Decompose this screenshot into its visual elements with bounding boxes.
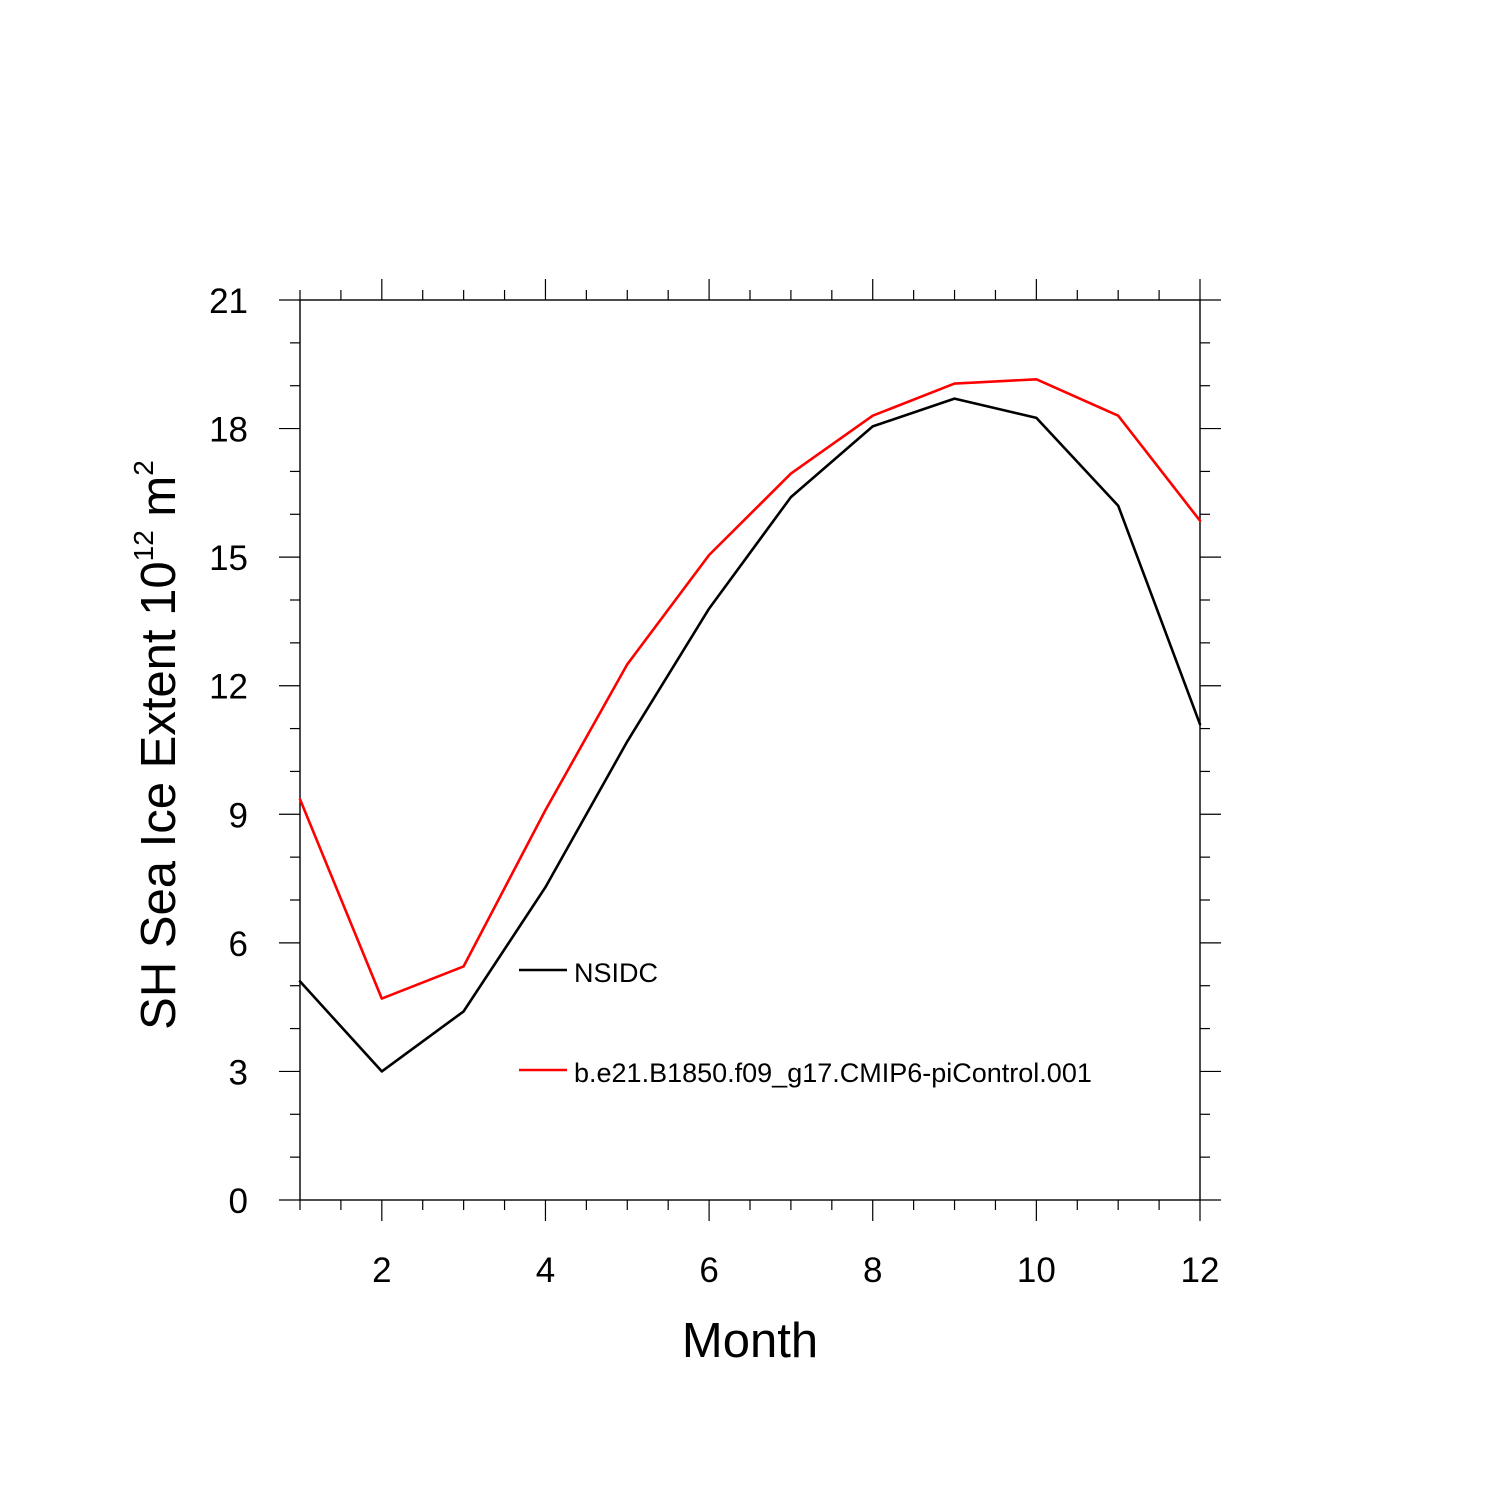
legend-label-1: NSIDC xyxy=(574,958,658,988)
x-tick-label: 10 xyxy=(1017,1251,1056,1290)
series-line-1 xyxy=(298,397,1202,1073)
series-line-2 xyxy=(298,377,1202,1000)
y-tick-label: 15 xyxy=(209,539,248,578)
y-tick-label: 6 xyxy=(229,925,248,964)
y-tick-label: 12 xyxy=(209,668,248,707)
y-tick-label: 3 xyxy=(229,1053,248,1092)
x-tick-label: 6 xyxy=(699,1251,718,1290)
y-tick-label: 21 xyxy=(209,282,248,321)
axes-layer: 2 4 6 8 10 12 0 3 6 9 12 15 18 21 xyxy=(209,279,1221,1290)
y-tick-label: 0 xyxy=(229,1182,248,1221)
y-axis-label-superscript-2: 2 xyxy=(128,460,159,476)
x-axis-label: Month xyxy=(682,1314,818,1368)
legend: NSIDC b.e21.B1850.f09_g17.CMIP6-piControl… xyxy=(519,958,1092,1088)
legend-label-2: b.e21.B1850.f09_g17.CMIP6-piControl.001 xyxy=(574,1058,1092,1088)
series-layer xyxy=(298,377,1202,1073)
x-tick-label: 2 xyxy=(372,1251,391,1290)
y-axis-label-mid: m xyxy=(132,476,186,530)
y-tick-label: 18 xyxy=(209,411,248,450)
y-axis-label-superscript-1: 12 xyxy=(128,530,159,561)
x-tick-label: 8 xyxy=(863,1251,882,1290)
y-tick-label: 9 xyxy=(229,796,248,835)
y-axis-label: SH Sea Ice Extent 1012 m2 xyxy=(128,460,186,1030)
x-tick-label: 4 xyxy=(536,1251,555,1290)
x-tick-label: 12 xyxy=(1181,1251,1220,1290)
y-axis-label-main: SH Sea Ice Extent 10 xyxy=(132,561,186,1030)
